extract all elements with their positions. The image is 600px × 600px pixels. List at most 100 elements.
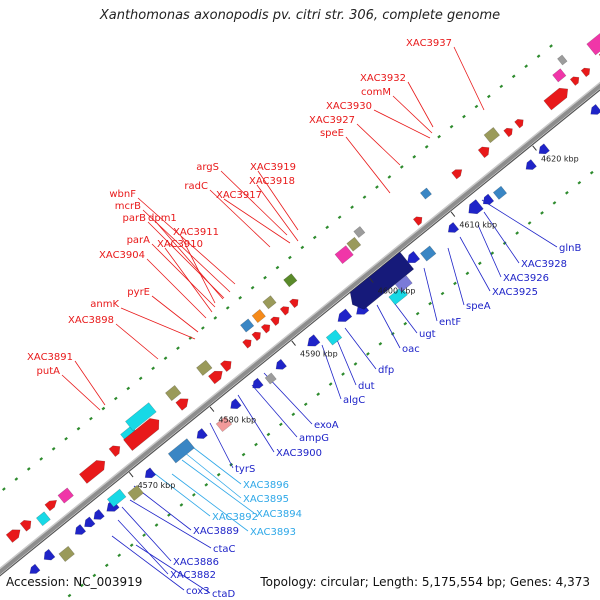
leader-line-forward	[155, 221, 224, 300]
accession-text: Accession: NC_003919	[6, 575, 143, 589]
gene-label-rna: XAC3894	[256, 509, 302, 520]
gene-label-reverse: glnB	[559, 243, 581, 254]
leader-line-reverse	[481, 199, 558, 248]
gene-arrow	[468, 199, 484, 215]
gene-label-reverse: XAC3882	[170, 570, 216, 581]
leader-line-reverse	[321, 344, 342, 400]
gc-dot	[428, 301, 432, 306]
gene-block	[492, 185, 508, 200]
gc-dot	[502, 241, 507, 245]
leader-line-forward	[356, 123, 401, 166]
gc-dot	[350, 205, 354, 209]
gene-block	[283, 273, 298, 288]
gc-dot	[300, 245, 305, 250]
gc-dot	[477, 261, 482, 266]
gene-block	[215, 415, 233, 433]
leader-line-forward	[151, 243, 216, 308]
gene-label-forward: parB	[123, 213, 147, 224]
gene-arrow	[525, 159, 537, 170]
gene-labels: XAC3937 XAC3932 comM XAC3930 XAC3927 speE argS…	[27, 38, 581, 600]
gc-dot	[275, 265, 280, 270]
gc-dot	[387, 175, 392, 179]
leader-line-reverse	[376, 304, 401, 349]
gene-label-forward: putA	[37, 366, 61, 377]
gene-arrow	[275, 358, 287, 370]
scale-tick-mark	[369, 277, 374, 283]
gene-block	[57, 487, 74, 504]
scale-tick-label: 4570 kbp	[138, 481, 176, 490]
gene-arrow	[108, 445, 121, 458]
leader-line-forward	[151, 295, 199, 333]
gc-dot	[424, 144, 429, 149]
gene-label-reverse: entF	[439, 317, 461, 328]
gene-arrow	[538, 143, 550, 155]
gene-label-reverse: XAC3889	[193, 526, 239, 537]
gc-dot	[536, 54, 541, 58]
gc-dot	[328, 382, 333, 386]
gene-label-reverse: XAC3925	[492, 287, 538, 298]
gene-label-forward: dpm1	[148, 213, 177, 224]
gc-dot	[76, 426, 81, 431]
backbone-line	[0, 83, 600, 575]
gene-label-reverse: oac	[402, 344, 420, 355]
gene-block	[353, 226, 366, 239]
backbone-edge	[0, 89, 600, 577]
gene-arrow	[175, 398, 189, 411]
gc-dot	[39, 457, 44, 461]
gene-arrow	[93, 508, 105, 520]
gene-label-rna: XAC3896	[243, 480, 289, 491]
scale-tick-mark	[128, 472, 134, 478]
gc-dot	[312, 235, 317, 240]
gc-dot	[577, 180, 582, 185]
gc-dot	[303, 402, 308, 407]
gc-dot	[176, 346, 180, 350]
leader-line-reverse	[135, 544, 211, 594]
scale-tick-label: 4620 kbp	[541, 155, 579, 164]
gc-dot	[499, 84, 504, 89]
gene-label-forward: XAC3911	[173, 227, 219, 238]
gc-dot	[325, 225, 330, 230]
leader-line-reverse	[477, 224, 502, 278]
gene-label-rna: XAC3895	[243, 494, 289, 505]
gc-dot	[524, 64, 529, 69]
gc-dot	[14, 477, 19, 481]
gene-arrow	[349, 251, 415, 310]
gc-dot	[589, 170, 594, 175]
leader-line-reverse	[459, 236, 491, 292]
gc-dot	[337, 215, 342, 220]
gene-block	[106, 488, 127, 508]
gc-dot	[89, 416, 93, 421]
gene-arrow	[242, 339, 252, 349]
gene-label-reverse: ctaC	[213, 544, 236, 555]
scale-tick-mark	[209, 406, 215, 412]
gc-dot	[487, 94, 491, 99]
gc-dot	[80, 583, 84, 588]
leader-line-rna	[181, 459, 255, 514]
gene-arrow	[29, 563, 41, 574]
gene-arrow	[260, 324, 271, 334]
gene-label-forward: XAC3930	[326, 101, 372, 112]
gc-dot	[241, 452, 246, 457]
leader-line-reverse	[133, 485, 192, 531]
gene-label-reverse: exoA	[314, 420, 339, 431]
gene-label-reverse: XAC3928	[521, 259, 567, 270]
gc-dot	[51, 447, 56, 451]
scale-tick-mark	[532, 145, 537, 151]
scale-tick-mark	[450, 211, 456, 217]
gc-dot	[126, 386, 131, 391]
gc-dot	[440, 291, 445, 296]
gene-block	[196, 359, 213, 376]
gene-label-rna: XAC3893	[250, 527, 296, 538]
gc-dot	[288, 255, 292, 260]
gc-dot	[266, 432, 271, 437]
gc-dot	[316, 392, 321, 396]
gene-block	[58, 545, 75, 562]
leader-line-forward	[61, 374, 101, 411]
gc-dot	[129, 543, 134, 547]
gc-dot	[200, 326, 205, 330]
gc-dot	[154, 523, 159, 527]
leader-line-reverse	[344, 327, 377, 370]
gc-dot	[515, 231, 520, 235]
scale-tick-label: 4600 kbp	[378, 287, 416, 296]
